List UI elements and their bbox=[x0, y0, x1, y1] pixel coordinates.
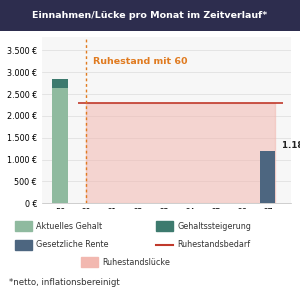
FancyBboxPatch shape bbox=[81, 257, 98, 267]
Text: Einnahmen/Lücke pro Monat im Zeitverlauf*: Einnahmen/Lücke pro Monat im Zeitverlauf… bbox=[32, 11, 268, 20]
Text: *netto, inflationsbereinigt: *netto, inflationsbereinigt bbox=[9, 278, 120, 287]
Text: Ruhestandslücke: Ruhestandslücke bbox=[102, 258, 170, 267]
Bar bbox=[52, 79, 68, 88]
Text: Gesetzliche Rente: Gesetzliche Rente bbox=[36, 240, 109, 249]
FancyBboxPatch shape bbox=[156, 222, 172, 231]
FancyBboxPatch shape bbox=[15, 222, 31, 231]
Text: Gehaltssteigerung: Gehaltssteigerung bbox=[177, 222, 251, 231]
Text: Ruhestandsbedarf: Ruhestandsbedarf bbox=[177, 240, 250, 249]
Bar bbox=[52, 88, 68, 203]
Text: 1.189 €: 1.189 € bbox=[282, 141, 300, 150]
Bar bbox=[260, 151, 275, 203]
Text: Ruhestand mit 60: Ruhestand mit 60 bbox=[93, 57, 187, 66]
FancyBboxPatch shape bbox=[15, 240, 31, 250]
Bar bbox=[86, 103, 275, 203]
Text: Aktuelles Gehalt: Aktuelles Gehalt bbox=[36, 222, 102, 231]
